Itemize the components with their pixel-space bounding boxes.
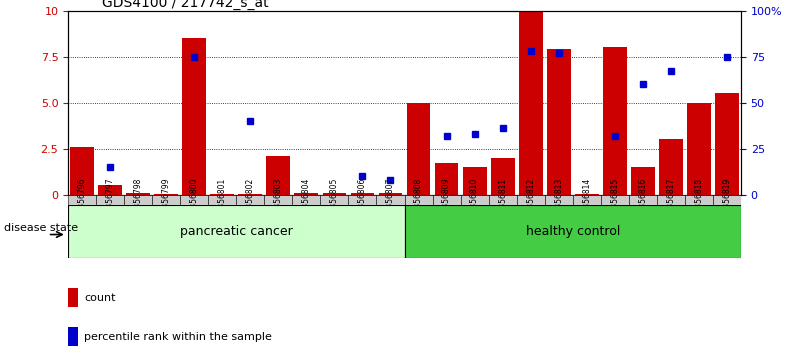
Text: GSM356817: GSM356817: [666, 178, 675, 224]
Bar: [601, 195, 629, 206]
Bar: [348, 195, 376, 206]
Bar: [236, 195, 264, 206]
Text: GSM356799: GSM356799: [162, 178, 171, 224]
Text: GSM356813: GSM356813: [554, 178, 563, 224]
Bar: [127, 193, 150, 195]
Bar: [211, 194, 234, 195]
Bar: [573, 195, 601, 206]
Bar: [152, 195, 180, 206]
Text: GSM356806: GSM356806: [358, 178, 367, 224]
Text: GSM356818: GSM356818: [694, 178, 703, 224]
Text: GSM356796: GSM356796: [78, 178, 87, 224]
Bar: [180, 195, 208, 206]
Bar: [407, 103, 430, 195]
Bar: [320, 195, 348, 206]
Text: GSM356802: GSM356802: [246, 178, 255, 224]
Text: GSM356798: GSM356798: [134, 178, 143, 224]
Bar: [70, 147, 94, 195]
Text: GSM356800: GSM356800: [190, 178, 199, 224]
Text: GSM356809: GSM356809: [442, 178, 451, 224]
Bar: [68, 195, 96, 206]
Bar: [68, 327, 78, 346]
Text: disease state: disease state: [4, 223, 78, 233]
Bar: [603, 47, 626, 195]
Bar: [295, 193, 318, 195]
Bar: [463, 167, 486, 195]
Bar: [461, 195, 489, 206]
Text: GSM356819: GSM356819: [723, 178, 731, 224]
Text: percentile rank within the sample: percentile rank within the sample: [84, 332, 272, 342]
Bar: [489, 195, 517, 206]
Text: GSM356804: GSM356804: [302, 178, 311, 224]
Text: GSM356801: GSM356801: [218, 178, 227, 224]
Bar: [517, 195, 545, 206]
Bar: [323, 193, 346, 195]
Bar: [351, 193, 374, 195]
Bar: [376, 195, 405, 206]
Bar: [124, 195, 152, 206]
Bar: [657, 195, 685, 206]
Bar: [239, 194, 262, 195]
Bar: [264, 195, 292, 206]
Bar: [155, 194, 178, 195]
Bar: [96, 195, 124, 206]
Text: pancreatic cancer: pancreatic cancer: [180, 225, 292, 238]
Bar: [68, 288, 78, 307]
Bar: [379, 193, 402, 195]
Bar: [292, 195, 320, 206]
Text: GSM356814: GSM356814: [582, 178, 591, 224]
Text: GSM356807: GSM356807: [386, 178, 395, 224]
Bar: [685, 195, 713, 206]
Text: GSM356810: GSM356810: [470, 178, 479, 224]
Text: count: count: [84, 293, 115, 303]
Text: GSM356803: GSM356803: [274, 178, 283, 224]
Text: healthy control: healthy control: [525, 225, 620, 238]
Text: GSM356808: GSM356808: [414, 178, 423, 224]
Text: GSM356811: GSM356811: [498, 178, 507, 224]
Bar: [433, 195, 461, 206]
Bar: [687, 103, 710, 195]
Bar: [435, 164, 458, 195]
Text: GSM356797: GSM356797: [106, 178, 115, 224]
Bar: [99, 185, 122, 195]
Bar: [405, 195, 433, 206]
Text: GDS4100 / 217742_s_at: GDS4100 / 217742_s_at: [102, 0, 268, 10]
Bar: [267, 156, 290, 195]
Text: GSM356805: GSM356805: [330, 178, 339, 224]
Bar: [715, 93, 739, 195]
Text: GSM356815: GSM356815: [610, 178, 619, 224]
Bar: [491, 158, 514, 195]
Bar: [713, 195, 741, 206]
Text: GSM356812: GSM356812: [526, 178, 535, 224]
Text: GSM356816: GSM356816: [638, 178, 647, 224]
Bar: [629, 195, 657, 206]
Bar: [519, 11, 542, 195]
Bar: [405, 205, 741, 258]
Bar: [659, 139, 682, 195]
Bar: [547, 49, 570, 195]
Bar: [183, 38, 206, 195]
Bar: [631, 167, 654, 195]
Bar: [208, 195, 236, 206]
Bar: [68, 205, 405, 258]
Bar: [575, 194, 598, 195]
Bar: [545, 195, 573, 206]
